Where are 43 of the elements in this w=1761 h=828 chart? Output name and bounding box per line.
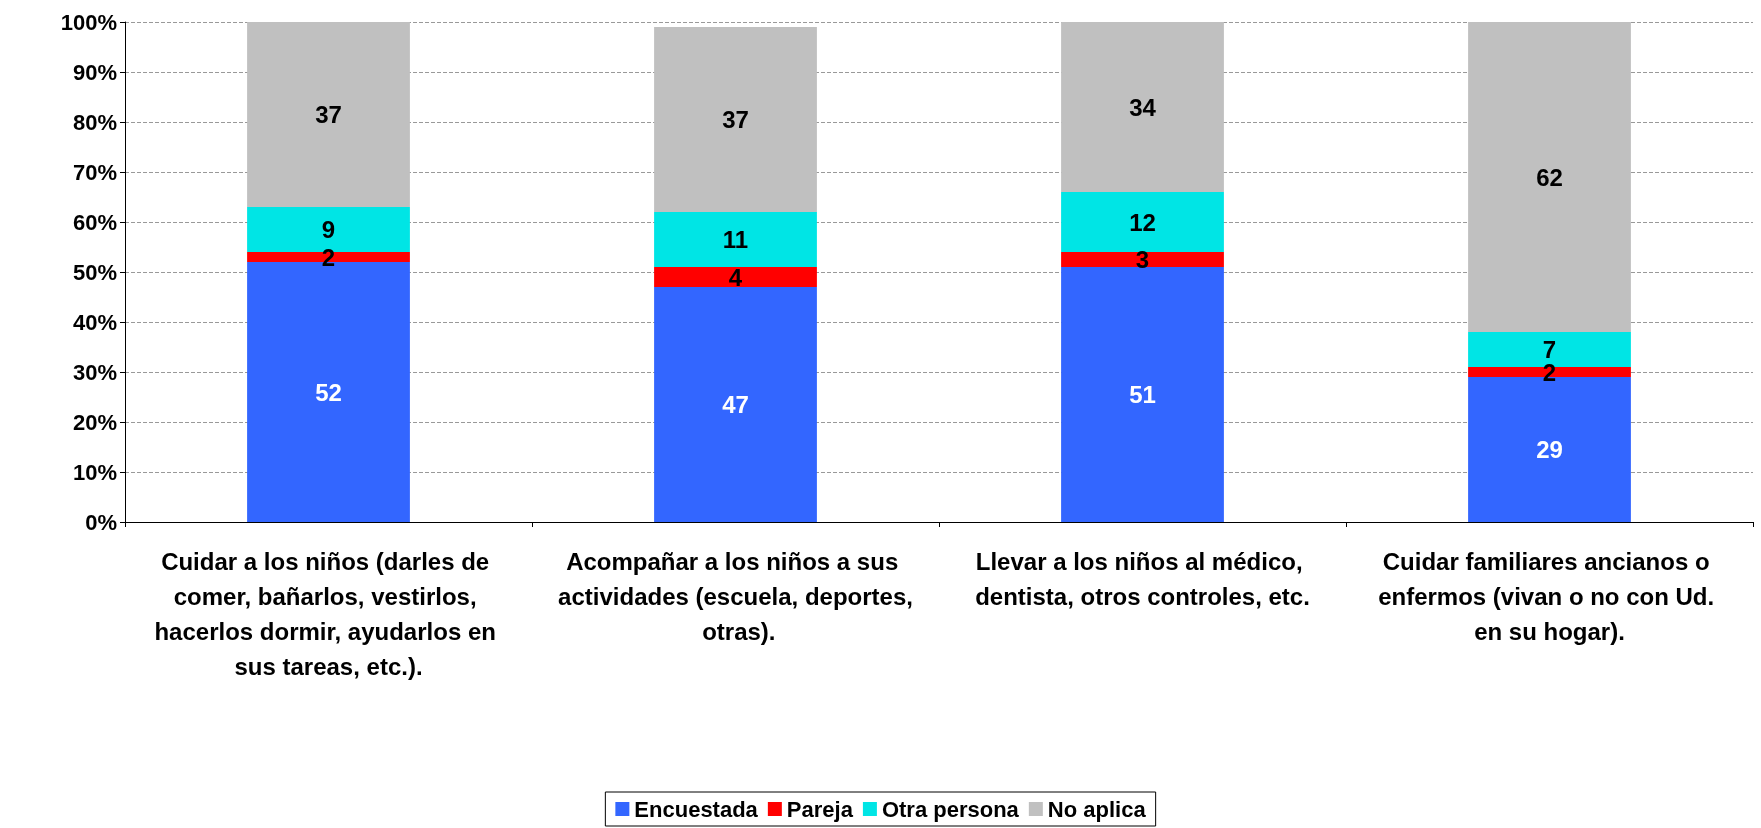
data-label: 3 (1135, 246, 1150, 273)
data-label: 62 (1536, 163, 1563, 191)
legend-label: Pareja (786, 796, 854, 822)
bar (1061, 252, 1224, 267)
data-label: 52 (315, 378, 342, 406)
bar (654, 212, 817, 267)
legend-label: Encuestada (634, 796, 759, 822)
data-label: 29 (1536, 436, 1563, 463)
y-tick-label: 60% (72, 209, 117, 235)
legend-label: Otra persona (881, 796, 1020, 822)
bar (1468, 22, 1631, 332)
data-label: 7 (1542, 336, 1557, 363)
data-label: 4 (728, 263, 743, 291)
y-tick-label: 10% (72, 459, 117, 485)
legend-label: No aplica (1047, 796, 1147, 822)
data-label: 9 (321, 216, 336, 243)
y-tick-label: 80% (72, 109, 117, 135)
data-label: 47 (722, 391, 749, 418)
bar (654, 287, 817, 522)
y-tick-label: 0% (85, 509, 117, 535)
data-label: 37 (722, 106, 749, 133)
data-label: 34 (1129, 93, 1157, 121)
y-tick-label: 30% (72, 359, 117, 385)
bar (1061, 192, 1224, 252)
bar (247, 22, 410, 207)
x-tick-label: Cuidar familiares ancianos o enfermos (vivan o no con Ud. en su hogar). (1378, 548, 1721, 645)
bar (654, 27, 817, 212)
x-tick-label: Llevar a los niños al médico, dentista, otros controles, etc. (975, 548, 1310, 610)
bar (1061, 267, 1224, 522)
bar (654, 267, 817, 287)
x-tick-label: Cuidar a los niños (darles de comer, bañarlos, vestirlos, hacerlos dormir, ayudarlos en sus tareas, etc.). (154, 548, 503, 680)
x-tick-label: Acompañar a los niños a sus actividades (escuela, deportes, otras). (558, 548, 913, 645)
data-label: 51 (1129, 381, 1156, 408)
y-tick-label: 50% (72, 259, 117, 285)
y-tick-label: 70% (72, 159, 117, 185)
y-tick-label: 100% (60, 9, 117, 35)
y-tick-label: 20% (72, 409, 117, 435)
data-label: 11 (722, 226, 749, 253)
y-tick-label: 90% (72, 59, 117, 85)
y-tick-label: 40% (72, 309, 117, 335)
data-label: 12 (1129, 208, 1156, 236)
data-label: 37 (315, 101, 342, 128)
bar (1061, 22, 1224, 192)
